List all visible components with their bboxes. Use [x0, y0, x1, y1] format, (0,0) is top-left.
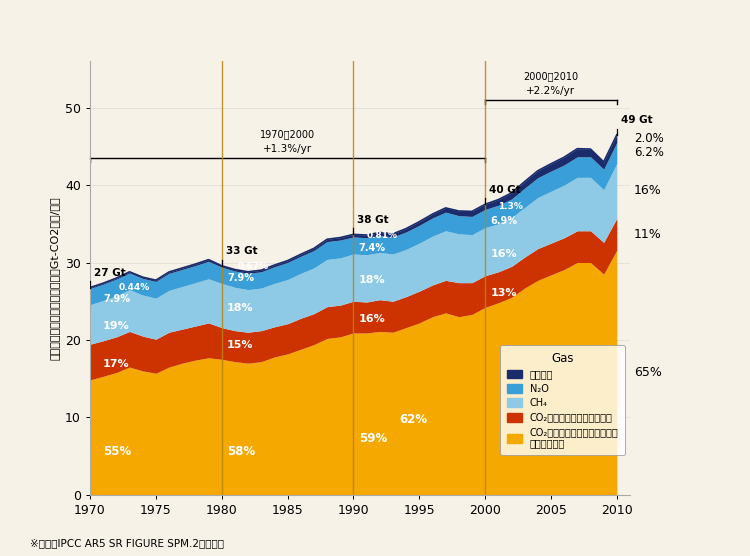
Text: 38 Gt: 38 Gt — [357, 215, 389, 225]
Text: 19%: 19% — [104, 321, 130, 331]
Text: 49 Gt: 49 Gt — [621, 116, 652, 126]
Text: 16%: 16% — [634, 185, 662, 197]
Text: 7.9%: 7.9% — [227, 273, 254, 283]
Text: 16%: 16% — [358, 314, 386, 324]
Text: 0.81%: 0.81% — [367, 231, 398, 240]
Text: 2000－2010: 2000－2010 — [524, 71, 578, 81]
Text: 62%: 62% — [400, 413, 427, 426]
Text: 2.0%: 2.0% — [634, 132, 664, 145]
Y-axis label: 人為的な温室効果ガス排出量（Gt-CO2換算/年）: 人為的な温室効果ガス排出量（Gt-CO2換算/年） — [50, 196, 59, 360]
Text: 7.9%: 7.9% — [104, 294, 130, 304]
Text: 59%: 59% — [358, 431, 387, 445]
Text: 13%: 13% — [490, 288, 517, 298]
Text: 40 Gt: 40 Gt — [489, 185, 520, 195]
Text: 0.67%: 0.67% — [238, 262, 268, 271]
Text: 27 Gt: 27 Gt — [94, 268, 126, 278]
Text: 55%: 55% — [104, 445, 131, 458]
Text: 1970－2000: 1970－2000 — [260, 130, 315, 140]
Text: ※出尘　IPCC AR5 SR FIGURE SPM.2から作成: ※出尘 IPCC AR5 SR FIGURE SPM.2から作成 — [30, 538, 224, 548]
Text: +1.3%/yr: +1.3%/yr — [263, 144, 312, 154]
Text: 17%: 17% — [104, 359, 130, 369]
Text: 6.2%: 6.2% — [634, 146, 664, 160]
Text: 33 Gt: 33 Gt — [226, 246, 257, 256]
Text: 1.3%: 1.3% — [498, 202, 523, 211]
Legend: フロン等, N₂O, CH₄, CO₂（林業・土地利用起源）, CO₂（化石燃料の燃焼、工業プ
ロセス起源）: フロン等, N₂O, CH₄, CO₂（林業・土地利用起源）, CO₂（化石燃料… — [500, 345, 626, 455]
Text: 15%: 15% — [227, 340, 254, 350]
Text: 16%: 16% — [490, 249, 517, 259]
Text: 18%: 18% — [227, 302, 254, 312]
Text: 6.9%: 6.9% — [490, 216, 517, 226]
Text: +2.2%/yr: +2.2%/yr — [526, 86, 575, 96]
Text: 7.4%: 7.4% — [358, 243, 386, 253]
Text: 58%: 58% — [227, 445, 255, 458]
Text: 18%: 18% — [358, 275, 386, 285]
Text: 65%: 65% — [634, 366, 662, 379]
Text: 0.44%: 0.44% — [119, 284, 150, 292]
Text: 11%: 11% — [634, 228, 662, 241]
